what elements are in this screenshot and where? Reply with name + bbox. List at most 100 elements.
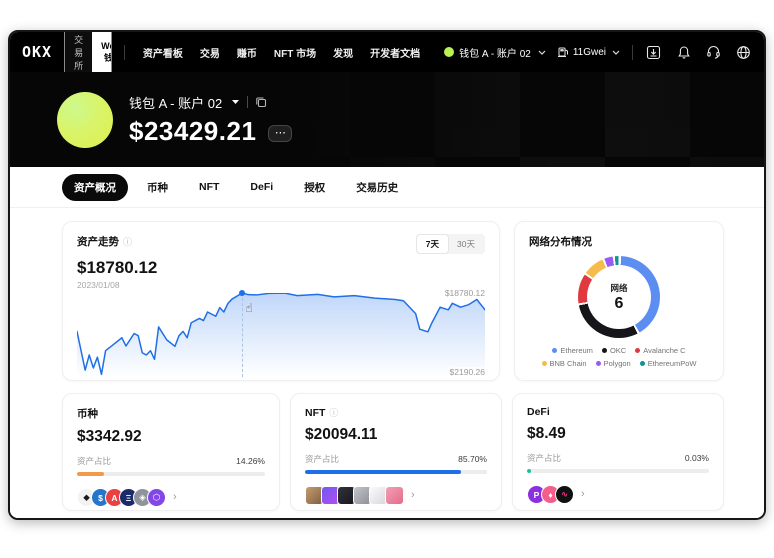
ratio-label: 资产占比 bbox=[527, 453, 562, 463]
wallet-account-label: 钱包 A - 账户 02 bbox=[459, 48, 531, 60]
more-actions-button[interactable]: ⋯ bbox=[268, 124, 293, 142]
legend-dot bbox=[595, 361, 601, 366]
defi-card-value: $8.49 bbox=[527, 425, 566, 442]
defi-ratio-bar bbox=[527, 469, 709, 473]
wallet-status-dot bbox=[444, 47, 455, 57]
coin-percent: 14.26% bbox=[236, 456, 265, 466]
defi-percent: 0.03% bbox=[684, 453, 709, 463]
legend-item-bnb-chain: BNB Chain bbox=[541, 359, 587, 368]
nav-divider bbox=[123, 44, 125, 60]
legend-item-avalanche-c: Avalanche C bbox=[635, 346, 686, 355]
fuel-pump-icon bbox=[557, 47, 568, 57]
coin-card-title: 币种 bbox=[77, 408, 98, 420]
language-globe-icon[interactable] bbox=[735, 44, 752, 61]
toggle-web3-wallet[interactable]: Web3钱包 bbox=[92, 32, 111, 76]
defi-card-title: DeFi bbox=[527, 406, 550, 418]
nav-icon-group bbox=[645, 44, 752, 61]
defi-protocol-icon[interactable]: ∿ bbox=[555, 485, 574, 504]
chart-cursor-dot bbox=[239, 290, 246, 296]
asset-trend-card: 资产走势 ⓘ 7天 30天 $18780.12 2023/01/08 bbox=[62, 221, 500, 381]
tab-bar: 资产概况 币种 NFT DeFi 授权 交易历史 bbox=[10, 167, 764, 208]
tab-4[interactable]: 授权 bbox=[292, 174, 337, 201]
donut-center-value: 6 bbox=[614, 294, 624, 312]
tab-3[interactable]: DeFi bbox=[238, 175, 285, 199]
chart-max-label: $18780.12 bbox=[444, 288, 485, 298]
nft-summary-card: NFT ⓘ $20094.11 资产占比 85.70% › bbox=[290, 393, 502, 511]
range-30d-button[interactable]: 30天 bbox=[448, 235, 484, 253]
nav-link-3[interactable]: NFT 市场 bbox=[273, 48, 317, 60]
info-icon[interactable]: ⓘ bbox=[329, 408, 339, 418]
defi-icons-row: P ♦ ∿ › bbox=[527, 485, 709, 504]
nav-divider bbox=[632, 44, 633, 60]
tab-1[interactable]: 币种 bbox=[135, 174, 180, 201]
nft-ratio-bar bbox=[305, 470, 487, 474]
legend-item-ethereum: Ethereum bbox=[552, 346, 593, 355]
expand-chevron-icon[interactable]: › bbox=[581, 488, 585, 500]
product-toggle: 交易所 Web3钱包 bbox=[64, 32, 112, 77]
legend-item-ethereumpow: EthereumPoW bbox=[639, 359, 697, 368]
ratio-label: 资产占比 bbox=[305, 454, 340, 464]
wallet-dropdown-caret-icon[interactable] bbox=[231, 99, 240, 105]
polygon-coin-icon[interactable]: ⬡ bbox=[147, 488, 166, 507]
coin-card-value: $3342.92 bbox=[77, 428, 142, 445]
legend-item-polygon: Polygon bbox=[595, 359, 631, 368]
nav-link-0[interactable]: 资产看板 bbox=[142, 48, 183, 60]
defi-summary-card: DeFi $8.49 资产占比 0.03% P ♦ ∿ › bbox=[512, 393, 724, 511]
coin-summary-card: 币种 $3342.92 资产占比 14.26% ◆ $ A Ξ ◈ ⬡ › bbox=[62, 393, 280, 511]
notifications-bell-icon[interactable] bbox=[675, 44, 692, 61]
coin-ratio-bar bbox=[77, 472, 265, 476]
chevron-down-icon bbox=[538, 50, 546, 55]
ratio-label: 资产占比 bbox=[77, 456, 112, 466]
hero-section: 钱包 A - 账户 02 $23429.21 ⋯ bbox=[10, 72, 764, 167]
content-area: 资产概况 币种 NFT DeFi 授权 交易历史 资产走势 ⓘ 7天 30天 bbox=[10, 167, 764, 518]
range-7d-button[interactable]: 7天 bbox=[416, 235, 449, 253]
info-icon[interactable]: ⓘ bbox=[123, 237, 133, 247]
main-panel: 资产走势 ⓘ 7天 30天 $18780.12 2023/01/08 bbox=[10, 208, 764, 511]
pointer-hand-cursor-icon: ☝ bbox=[245, 301, 253, 315]
nav-link-4[interactable]: 发现 bbox=[333, 48, 354, 60]
nft-card-title: NFT bbox=[305, 406, 326, 419]
legend-item-okc: OKC bbox=[601, 346, 626, 355]
download-app-icon[interactable] bbox=[645, 44, 662, 61]
nav-link-5[interactable]: 开发者文档 bbox=[370, 48, 421, 60]
legend-dot bbox=[639, 361, 645, 366]
tab-0[interactable]: 资产概况 bbox=[62, 173, 128, 201]
network-donut-chart[interactable]: 网络 6 bbox=[578, 256, 660, 338]
expand-chevron-icon[interactable]: › bbox=[411, 489, 415, 501]
tab-2[interactable]: NFT bbox=[187, 175, 231, 199]
legend-dot bbox=[552, 348, 558, 353]
wallet-avatar bbox=[57, 91, 113, 148]
toggle-exchange[interactable]: 交易所 bbox=[65, 32, 93, 76]
gas-price-label: 11Gwei bbox=[572, 46, 606, 58]
okx-logo[interactable]: OKX bbox=[22, 43, 53, 61]
wallet-name: 钱包 A - 账户 02 bbox=[129, 95, 223, 111]
trend-line-chart[interactable]: ☝ $18780.12 $2190.26 bbox=[77, 288, 485, 377]
chart-cursor-line bbox=[242, 293, 244, 377]
app-window: OKX 交易所 Web3钱包 资产看板 交易 赚币 NFT 市场 发现 开发者文档 钱包 … bbox=[8, 30, 766, 520]
coin-icons-row: ◆ $ A Ξ ◈ ⬡ › bbox=[77, 488, 265, 507]
donut-center-label: 网络 bbox=[610, 282, 628, 293]
network-legend: Ethereum OKC Avalanche C BNB Chain Polygon Et… bbox=[529, 346, 709, 368]
legend-dot bbox=[635, 348, 641, 353]
support-headset-icon[interactable] bbox=[705, 44, 722, 61]
legend-dot bbox=[541, 361, 547, 366]
chart-min-label: $2190.26 bbox=[449, 367, 485, 377]
nft-thumbnail[interactable] bbox=[385, 486, 404, 505]
wallet-account-selector[interactable]: 钱包 A - 账户 02 bbox=[444, 45, 546, 60]
nav-links: 资产看板 交易 赚币 NFT 市场 发现 开发者文档 bbox=[143, 45, 420, 60]
expand-chevron-icon[interactable]: › bbox=[173, 491, 177, 503]
network-card-title: 网络分布情况 bbox=[529, 236, 592, 248]
copy-address-icon[interactable] bbox=[255, 96, 267, 108]
gas-indicator[interactable]: 11Gwei bbox=[557, 46, 620, 58]
nav-link-1[interactable]: 交易 bbox=[199, 48, 220, 60]
nav-link-2[interactable]: 赚币 bbox=[236, 48, 257, 60]
tab-5[interactable]: 交易历史 bbox=[344, 174, 410, 201]
asset-trend-title: 资产走势 bbox=[77, 236, 119, 248]
nft-card-value: $20094.11 bbox=[305, 426, 378, 443]
nft-percent: 85.70% bbox=[458, 454, 487, 464]
total-balance: $23429.21 bbox=[129, 115, 257, 146]
range-selector: 7天 30天 bbox=[415, 234, 485, 254]
legend-dot bbox=[601, 348, 607, 353]
top-navbar: OKX 交易所 Web3钱包 资产看板 交易 赚币 NFT 市场 发现 开发者文档 钱包 … bbox=[10, 32, 764, 77]
trend-hover-value: $18780.12 bbox=[77, 258, 158, 277]
